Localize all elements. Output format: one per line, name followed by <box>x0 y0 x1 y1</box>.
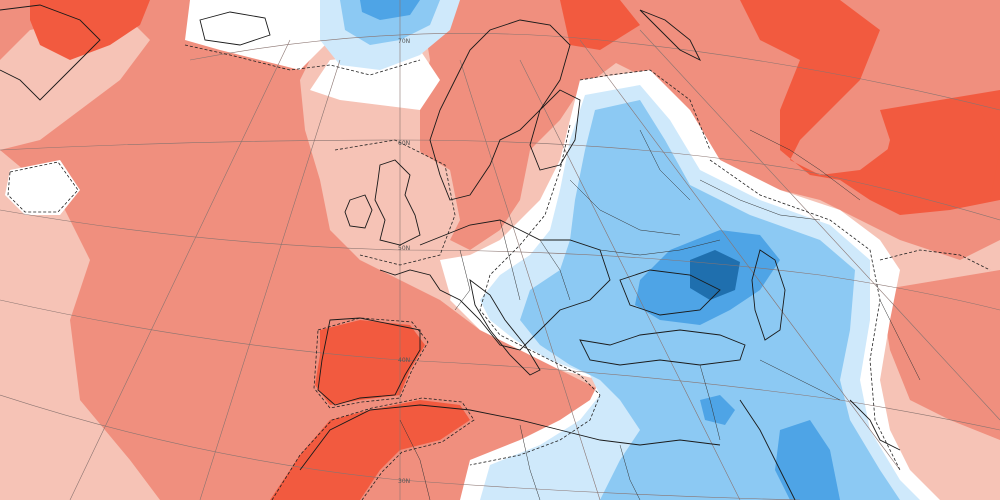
coastline-ireland <box>344 194 373 229</box>
anomaly-contours <box>7 44 991 500</box>
coastline-iceland <box>199 11 271 46</box>
border-8 <box>749 129 861 201</box>
lat-label-70n: 70N <box>398 38 410 45</box>
lat-label-50n: 50N <box>398 245 410 252</box>
border-2 <box>499 219 521 301</box>
graticule-lat-60 <box>0 139 1000 221</box>
coastline-caspian <box>751 249 786 341</box>
contour-scandinavia <box>579 69 711 151</box>
north-atlantic-neutral-patch <box>5 160 80 215</box>
coastline-italy <box>469 278 541 376</box>
contour-east-europe-south <box>469 394 601 466</box>
border-3 <box>539 239 571 301</box>
lat-label-30n: 30N <box>398 478 410 485</box>
graticule-meridian-1 <box>69 39 291 500</box>
border-10 <box>759 359 841 401</box>
atlantic-west-mild <box>0 150 160 500</box>
north-africa-strong-warm <box>270 400 470 500</box>
coastline-great-britain <box>374 159 421 246</box>
contour-uk <box>334 139 456 266</box>
siberia-strong-warm <box>560 0 640 50</box>
border-5 <box>599 239 721 256</box>
coastline-novaya-zemlya <box>639 9 702 62</box>
arabia-strong-cool <box>775 420 840 500</box>
graticule-meridian-7 <box>639 29 1000 421</box>
coastline-greenland <box>0 4 101 101</box>
coastline-scandinavia <box>429 19 571 201</box>
border-13 <box>619 444 641 500</box>
contour-east-europe-east <box>709 159 901 471</box>
coastline-finland <box>529 89 581 171</box>
north-sea-strong-cool <box>360 0 420 20</box>
contour-middle-east <box>879 249 991 271</box>
graticule-meridian-5 <box>519 59 741 500</box>
graticule-meridian-6 <box>579 39 901 471</box>
contour-east-europe-west <box>479 124 601 396</box>
arctic-neutral <box>185 0 330 70</box>
iran-strong-cool <box>700 395 735 425</box>
coastline-black-sea <box>619 269 721 316</box>
latitude-labels: 70N 60N 50N 40N 30N <box>398 38 410 485</box>
graticule-meridian-2 <box>199 59 341 500</box>
graticule-lat-50 <box>0 209 1000 311</box>
border-9 <box>699 364 721 441</box>
country-borders <box>399 129 921 500</box>
border-6 <box>699 179 821 221</box>
greenland-mild <box>0 10 150 150</box>
border-7 <box>639 129 691 201</box>
north-scandinavia-warm <box>420 0 620 250</box>
coastlines <box>0 4 901 500</box>
border-4 <box>569 179 681 236</box>
lat-label-60n: 60N <box>398 140 410 147</box>
coastline-greece-turkey <box>579 329 746 366</box>
atlantic-warm-region <box>0 0 610 500</box>
central-asia-strong-warm <box>880 100 1000 210</box>
coastline-persian-gulf <box>849 399 901 451</box>
iberia-strong-warm <box>315 320 425 405</box>
border-11 <box>399 419 431 500</box>
border-12 <box>519 424 541 500</box>
graticule-lat-70 <box>189 33 1000 111</box>
graticule-meridian-4 <box>459 59 601 500</box>
coastline-red-sea <box>739 399 796 500</box>
contour-iberia <box>313 317 429 409</box>
border-14 <box>879 299 921 381</box>
coastline-north-africa <box>299 404 721 471</box>
graticule-lat-40 <box>0 299 1000 431</box>
uk-mild <box>330 140 460 270</box>
coastline-continental-europe <box>379 219 611 351</box>
coastline-iberia <box>317 317 421 406</box>
border-1 <box>454 249 471 311</box>
contour-atlantic-patch <box>7 161 79 213</box>
lat-label-40n: 40N <box>398 357 410 364</box>
